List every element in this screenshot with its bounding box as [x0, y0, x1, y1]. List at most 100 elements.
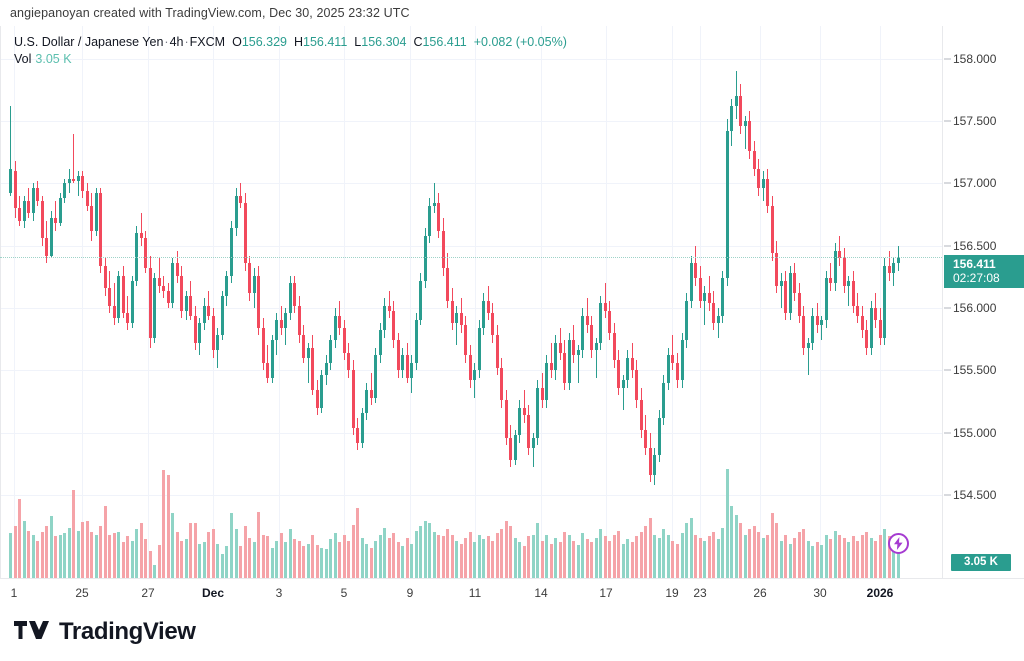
- candle-body: [329, 340, 332, 363]
- candle-body: [478, 327, 481, 371]
- chart-plot-area[interactable]: U.S. Dollar / Japanese Yen·4h·FXCM O156.3…: [0, 26, 942, 578]
- candle-body: [253, 275, 256, 294]
- volume-bar: [721, 527, 724, 578]
- candle-body: [690, 263, 693, 301]
- candle-wick: [605, 283, 606, 318]
- candle-wick: [533, 432, 534, 468]
- candle-wick: [808, 337, 809, 376]
- candle-wick: [371, 372, 372, 406]
- time-tick-label: 23: [693, 586, 707, 600]
- time-tick-label: 19: [665, 586, 679, 600]
- candle-body: [469, 355, 472, 381]
- time-tick-label: 30: [813, 586, 827, 600]
- candle-body: [784, 280, 787, 314]
- legend-close-group: C156.411: [413, 35, 466, 49]
- price-tick-mark: [944, 494, 951, 496]
- volume-bar: [140, 523, 143, 578]
- candle-body: [721, 278, 724, 316]
- price-tick-label: 156.500: [953, 238, 997, 253]
- volume-bar: [419, 526, 422, 578]
- volume-bar: [762, 537, 765, 578]
- candle-body: [631, 357, 634, 371]
- candle-body: [239, 195, 242, 204]
- candle-body: [726, 131, 729, 279]
- candle-body: [370, 390, 373, 398]
- chart-legend: U.S. Dollar / Japanese Yen·4h·FXCM O156.3…: [14, 34, 567, 68]
- candle-body: [491, 313, 494, 336]
- candle-body: [262, 327, 265, 363]
- volume-bar: [753, 526, 756, 578]
- candle-body: [590, 325, 593, 351]
- volume-bar: [545, 534, 548, 578]
- lightning-bolt-icon[interactable]: [888, 533, 909, 554]
- horizontal-gridline: [0, 432, 942, 434]
- time-tick-label: 5: [340, 586, 348, 600]
- volume-bar: [446, 529, 449, 578]
- candle-body: [221, 295, 224, 336]
- volume-bar: [739, 523, 742, 578]
- volume-bar: [262, 534, 265, 578]
- volume-bar: [708, 536, 711, 578]
- candle-body: [766, 178, 769, 206]
- candle-body: [703, 293, 706, 301]
- candle-body: [545, 362, 548, 401]
- volume-bar: [230, 513, 233, 578]
- candle-body: [72, 178, 75, 181]
- volume-bar: [726, 468, 729, 578]
- candle-body: [640, 400, 643, 431]
- candle-wick: [78, 171, 79, 196]
- volume-bar: [176, 532, 179, 578]
- chart-frame: U.S. Dollar / Japanese Yen·4h·FXCM O156.3…: [0, 26, 1024, 578]
- volume-bar: [32, 534, 35, 578]
- candle-body: [671, 355, 674, 363]
- volume-bar: [478, 534, 481, 578]
- volume-bar: [892, 539, 895, 578]
- volume-bar: [167, 474, 170, 578]
- price-axis[interactable]: 158.000 157.500 157.000 156.500 156.000 155.5…: [942, 26, 1024, 578]
- volume-bar: [640, 532, 643, 578]
- volume-bar: [473, 542, 476, 578]
- candle-body: [541, 387, 544, 401]
- volume-bar: [131, 540, 134, 578]
- candle-body: [856, 305, 859, 316]
- legend-symbol[interactable]: U.S. Dollar / Japanese Yen: [14, 35, 164, 49]
- vertical-gridline: [279, 26, 280, 578]
- price-tick-label: 157.500: [953, 114, 997, 129]
- candle-wick: [524, 390, 525, 423]
- time-axis[interactable]: 1 25 27 Dec 3 5 9 11 14 17 19 23 26 30 2026: [0, 578, 1024, 607]
- candle-body: [744, 121, 747, 127]
- volume-bar: [347, 540, 350, 578]
- volume-bar: [653, 534, 656, 578]
- volume-bar: [253, 542, 256, 578]
- candle-body: [793, 273, 796, 294]
- volume-bar: [527, 536, 530, 578]
- candle-body: [81, 176, 84, 191]
- volume-bar: [338, 542, 341, 578]
- volume-bar: [622, 543, 625, 578]
- candle-body: [419, 280, 422, 321]
- volume-bar: [117, 532, 120, 578]
- volume-bar: [780, 540, 783, 578]
- volume-bar: [807, 540, 810, 578]
- vertical-gridline: [213, 26, 214, 578]
- volume-bar: [559, 542, 562, 578]
- candle-body: [117, 275, 120, 318]
- volume-bar: [784, 534, 787, 578]
- candle-wick: [736, 71, 737, 119]
- volume-bar: [635, 536, 638, 578]
- volume-bar: [681, 533, 684, 578]
- volume-bar: [113, 533, 116, 578]
- legend-interval[interactable]: 4h: [169, 35, 184, 49]
- volume-bar: [581, 533, 584, 578]
- candle-body: [739, 96, 742, 127]
- candle-wick: [672, 335, 673, 371]
- vertical-gridline: [672, 26, 673, 578]
- volume-bar: [577, 544, 580, 578]
- candle-body: [888, 265, 891, 274]
- volume-bar: [325, 549, 328, 578]
- candle-body: [861, 315, 864, 331]
- volume-bar: [122, 542, 125, 578]
- volume-bar: [45, 526, 48, 578]
- candle-body: [577, 350, 580, 356]
- candle-body: [838, 250, 841, 259]
